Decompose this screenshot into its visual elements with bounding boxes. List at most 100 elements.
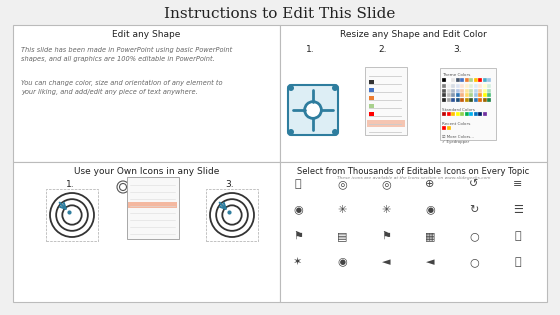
Text: ○: ○ <box>469 257 479 267</box>
Text: 1.: 1. <box>66 180 74 189</box>
Bar <box>455 78 460 82</box>
Text: ↻: ↻ <box>469 205 479 215</box>
Bar <box>455 93 460 97</box>
Bar <box>460 98 464 101</box>
Bar <box>280 25 547 162</box>
Text: Recent Colors: Recent Colors <box>442 122 470 126</box>
Bar <box>483 89 487 93</box>
Bar <box>446 89 450 93</box>
Bar <box>478 98 482 101</box>
Bar <box>446 98 450 101</box>
Circle shape <box>288 129 294 135</box>
Text: ✶: ✶ <box>293 257 303 267</box>
Bar <box>460 112 464 116</box>
Bar <box>483 78 487 82</box>
Circle shape <box>119 184 127 191</box>
Circle shape <box>305 102 321 118</box>
Bar <box>369 88 374 92</box>
Text: Edit any Shape: Edit any Shape <box>113 30 181 39</box>
Circle shape <box>50 193 94 237</box>
Bar <box>13 25 280 162</box>
Circle shape <box>216 199 248 231</box>
Bar <box>469 93 473 97</box>
Bar <box>474 112 478 116</box>
Bar <box>442 89 446 93</box>
Circle shape <box>117 181 129 193</box>
Bar <box>464 98 469 101</box>
Bar <box>469 98 473 101</box>
Text: ☰: ☰ <box>513 205 523 215</box>
Text: ⊕: ⊕ <box>425 179 435 189</box>
Bar <box>483 93 487 97</box>
Bar <box>451 89 455 93</box>
Circle shape <box>332 129 338 135</box>
Bar <box>474 84 478 88</box>
Text: ✳: ✳ <box>381 205 391 215</box>
Text: Instructions to Edit This Slide: Instructions to Edit This Slide <box>164 7 396 21</box>
Bar <box>446 78 450 82</box>
Bar <box>369 80 374 84</box>
Bar <box>474 78 478 82</box>
Bar <box>455 84 460 88</box>
Bar <box>474 89 478 93</box>
Bar <box>451 98 455 101</box>
Text: ○: ○ <box>469 231 479 241</box>
Bar <box>367 120 405 127</box>
Bar <box>464 84 469 88</box>
Text: ≡: ≡ <box>514 179 522 189</box>
Text: ✓ Eyedropper: ✓ Eyedropper <box>442 140 469 144</box>
Text: ◉: ◉ <box>337 257 347 267</box>
Text: ↺: ↺ <box>469 179 479 189</box>
Text: 1.: 1. <box>306 45 314 54</box>
Text: ⚑: ⚑ <box>293 231 303 241</box>
Bar <box>455 98 460 101</box>
Circle shape <box>62 205 82 225</box>
Circle shape <box>210 193 254 237</box>
Bar <box>446 112 450 116</box>
Circle shape <box>288 85 294 91</box>
Bar <box>469 112 473 116</box>
Bar <box>469 84 473 88</box>
Bar <box>446 84 450 88</box>
Text: ▤: ▤ <box>337 231 347 241</box>
Text: Use your Own Icons in any Slide: Use your Own Icons in any Slide <box>74 167 219 176</box>
Bar <box>464 93 469 97</box>
Bar <box>483 84 487 88</box>
Bar <box>487 78 491 82</box>
Text: ◉: ◉ <box>293 205 303 215</box>
Bar <box>474 93 478 97</box>
Bar <box>13 162 280 302</box>
Text: You can change color, size and orientation of any element to
your liking, and ad: You can change color, size and orientati… <box>21 80 222 95</box>
Bar <box>128 202 177 208</box>
FancyBboxPatch shape <box>288 85 338 135</box>
Text: 🔍: 🔍 <box>515 231 521 241</box>
Bar <box>446 126 450 130</box>
Text: 2.: 2. <box>151 180 159 189</box>
Bar <box>469 89 473 93</box>
Bar <box>442 93 446 97</box>
Text: Select from Thousands of Editable Icons on Every Topic: Select from Thousands of Editable Icons … <box>297 167 530 176</box>
Text: ◄: ◄ <box>382 257 390 267</box>
Bar <box>487 89 491 93</box>
Text: ◎: ◎ <box>337 179 347 189</box>
Bar <box>455 89 460 93</box>
Text: ⚑: ⚑ <box>381 231 391 241</box>
Bar <box>369 104 374 108</box>
Circle shape <box>56 199 88 231</box>
Bar <box>280 162 547 302</box>
Bar <box>442 98 446 101</box>
Bar <box>369 112 374 116</box>
Text: ✳: ✳ <box>337 205 347 215</box>
Bar <box>478 84 482 88</box>
Bar <box>487 84 491 88</box>
Bar <box>442 78 446 82</box>
Bar <box>464 89 469 93</box>
Text: ▦: ▦ <box>424 231 435 241</box>
Bar <box>451 93 455 97</box>
FancyBboxPatch shape <box>127 177 179 239</box>
Bar <box>369 96 374 100</box>
Text: Theme Colors: Theme Colors <box>442 73 470 77</box>
Bar <box>460 78 464 82</box>
Bar <box>442 126 446 130</box>
Text: ⌖: ⌖ <box>295 179 301 189</box>
